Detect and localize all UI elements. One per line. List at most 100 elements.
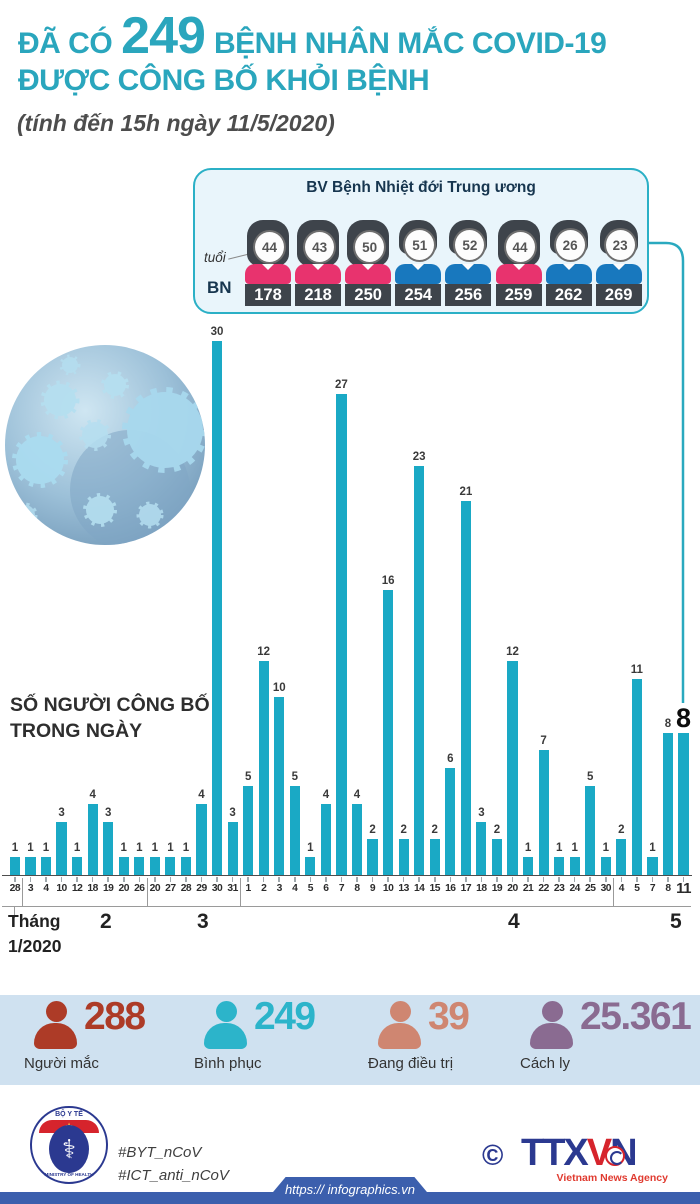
axis-tick <box>542 877 545 882</box>
patient-bn-number: 178 <box>245 284 291 306</box>
bar-value-label: 2 <box>431 824 438 837</box>
logo-bottom-text: MINISTRY OF HEALTH <box>44 1172 94 1177</box>
date-label: 19 <box>491 883 503 894</box>
patient-age-value: 43 <box>303 230 337 264</box>
bar <box>72 857 83 875</box>
bar <box>56 821 67 875</box>
bar-value-label: 5 <box>291 771 298 783</box>
patient-bn-number: 262 <box>545 284 592 306</box>
bar-value-label: 11 <box>630 664 643 677</box>
date-label: 2 <box>261 883 267 894</box>
bar-value-label: 10 <box>272 682 286 694</box>
date-label: 18 <box>87 883 98 894</box>
axis-tick <box>387 877 389 882</box>
date-label: 4 <box>618 883 625 894</box>
axis-tick <box>200 877 203 882</box>
bar <box>351 803 363 875</box>
stat-value: 25.361 <box>580 995 692 1038</box>
axis-tick <box>589 877 592 882</box>
bar <box>460 501 471 875</box>
axis-tick <box>91 877 94 882</box>
date-label: 19 <box>102 883 114 894</box>
axis-tick <box>527 877 529 882</box>
bar-value-label: 1 <box>307 842 314 855</box>
bar-value-label: 8 <box>676 702 692 733</box>
axis-tick <box>107 877 109 882</box>
axis-tick <box>340 877 343 882</box>
person-icon-body <box>204 1023 247 1049</box>
bar-value-label: 2 <box>369 824 376 837</box>
patient-age-value: 44 <box>253 230 286 264</box>
date-label: 30 <box>600 883 612 894</box>
axis-tick <box>154 877 156 882</box>
bar-value-label: 1 <box>649 842 656 855</box>
patient-shirt <box>595 264 642 284</box>
summary-stats-band: 288 Người mắc 249 Bình phục 39 Đang điều trị 2… <box>0 995 700 1085</box>
bar <box>538 750 549 875</box>
date-label: 15 <box>429 883 441 894</box>
axis-tick <box>605 877 607 882</box>
patient-figure: 44 178 <box>245 220 291 308</box>
date-label: 12 <box>71 883 83 894</box>
bar-value-label: 1 <box>120 842 127 855</box>
bar-value-label: 1 <box>524 842 532 855</box>
date-label: 24 <box>569 883 580 894</box>
axis-tick <box>169 877 172 882</box>
title-count: 249 <box>121 7 206 65</box>
axis-tick <box>325 877 327 882</box>
axis-tick <box>433 877 436 882</box>
date-label: 28 <box>9 883 21 894</box>
date-label: 1 <box>245 883 252 894</box>
date-label: 6 <box>323 883 329 894</box>
bar <box>274 697 285 875</box>
bar-value-label: 21 <box>459 486 473 499</box>
stat-item: 288 Người mắc <box>22 995 212 1085</box>
bar-value-label: 1 <box>27 842 34 855</box>
bar-value-label: 1 <box>73 842 81 855</box>
person-icon-body <box>34 1023 77 1049</box>
bar <box>87 803 98 875</box>
bar <box>414 465 425 875</box>
chart-title-line1: SỐ NGƯỜI CÔNG BỐ <box>10 694 210 716</box>
copyright-symbol: © <box>482 1140 504 1172</box>
bar <box>165 857 176 875</box>
bar-value-label: 2 <box>618 824 625 837</box>
date-label: 18 <box>476 883 487 894</box>
stat-label: Đang điều trị <box>368 1055 454 1072</box>
axis-tick <box>371 877 374 882</box>
patient-bn-number: 250 <box>345 284 392 306</box>
stat-value: 39 <box>428 995 470 1038</box>
axis-tick <box>14 877 16 882</box>
axis-tick <box>185 877 187 882</box>
title-line-1: ĐÃ CÓ 249 BỆNH NHÂN MẮC COVID-19 <box>18 7 607 65</box>
stat-value: 288 <box>84 995 146 1038</box>
bar-value-label: 2 <box>493 824 501 837</box>
bar-value-label: 1 <box>182 842 190 855</box>
date-label: 7 <box>338 883 345 894</box>
patient-bn-number: 218 <box>295 284 342 306</box>
bar-value-label: 1 <box>42 842 50 855</box>
month-label: 3 <box>197 910 209 933</box>
coronavirus-image <box>2 342 208 548</box>
bar-value-label: 4 <box>198 788 205 801</box>
bar-value-label: 3 <box>58 806 65 819</box>
date-label: 9 <box>369 883 376 894</box>
bar-value-label: 4 <box>89 788 96 801</box>
date-label: 16 <box>445 883 456 894</box>
date-label: 23 <box>553 883 565 894</box>
title-line-2: ĐƯỢC CÔNG BỐ KHỎI BỆNH <box>18 64 430 97</box>
date-label: 20 <box>149 883 161 894</box>
bar <box>258 661 269 875</box>
bar-value-label: 3 <box>229 806 236 819</box>
bar-value-label: 3 <box>104 806 112 819</box>
bar <box>631 679 642 875</box>
bar <box>25 857 36 875</box>
month-separator <box>146 878 148 907</box>
bar <box>491 839 503 875</box>
subtitle-date: (tính đến 15h ngày 11/5/2020) <box>17 110 335 136</box>
patient-age-value: 44 <box>503 230 537 264</box>
bar <box>196 803 207 875</box>
month-bracket-tick <box>14 906 16 918</box>
stat-item: 39 Đang điều trị <box>366 995 556 1085</box>
